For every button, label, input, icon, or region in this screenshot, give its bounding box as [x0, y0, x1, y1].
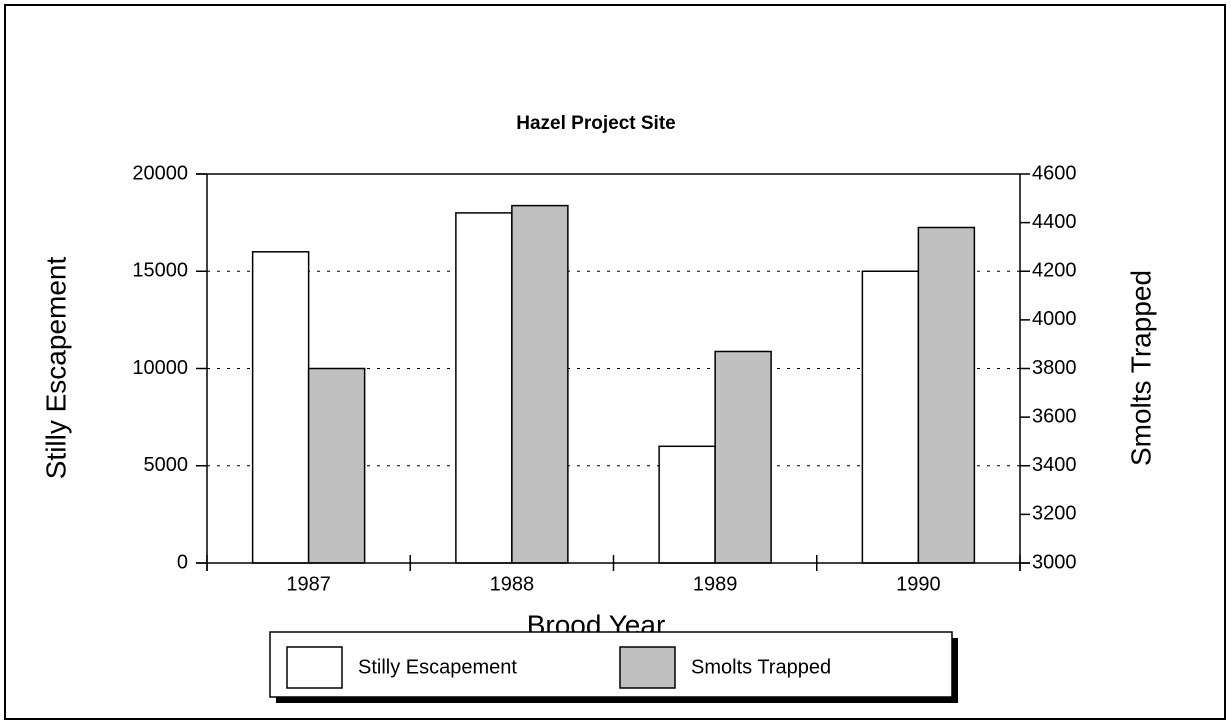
- bar: [307, 367, 366, 564]
- y-tick-label: 10000: [132, 357, 188, 379]
- bar: [455, 212, 513, 564]
- y-tick-label: 0: [177, 551, 188, 573]
- frame: [4, 4, 1226, 720]
- y2-tick-label: 4600: [1032, 162, 1077, 184]
- x-tick-label: 1987: [286, 573, 331, 595]
- y2-tick-label: 4000: [1032, 308, 1077, 330]
- bar: [714, 350, 772, 564]
- y2-tick-label: 3800: [1032, 357, 1077, 379]
- bar: [511, 204, 569, 564]
- x-tick-label: 1990: [896, 573, 941, 595]
- chart-title: Hazel Project Site: [516, 113, 675, 134]
- legend-label: Stilly Escapement: [358, 656, 517, 678]
- bar: [917, 226, 976, 564]
- bar: [658, 445, 716, 564]
- x-tick-label: 1989: [693, 573, 738, 595]
- legend-swatch: [619, 646, 676, 689]
- y-tick-label: 15000: [132, 260, 188, 282]
- x-tick-label: 1988: [490, 573, 535, 595]
- legend-swatch: [286, 646, 343, 689]
- y2-tick-label: 3600: [1032, 405, 1077, 427]
- y2-tick-label: 3000: [1032, 551, 1077, 573]
- legend: Stilly Escapement Smolts Trapped: [269, 631, 958, 703]
- bar: [861, 270, 920, 564]
- legend-label: Smolts Trapped: [691, 656, 831, 678]
- y2-tick-label: 4400: [1032, 211, 1077, 233]
- y2-tick-label: 3200: [1032, 503, 1077, 525]
- y-axis-title: Stilly Escapement: [40, 257, 71, 480]
- y2-tick-label: 3400: [1032, 454, 1077, 476]
- bar: [251, 251, 310, 564]
- y-tick-label: 5000: [144, 454, 189, 476]
- y2-axis-title: Smolts Trapped: [1125, 270, 1156, 466]
- y-tick-label: 20000: [132, 162, 188, 184]
- legend-box: [269, 631, 953, 698]
- y2-tick-label: 4200: [1032, 260, 1077, 282]
